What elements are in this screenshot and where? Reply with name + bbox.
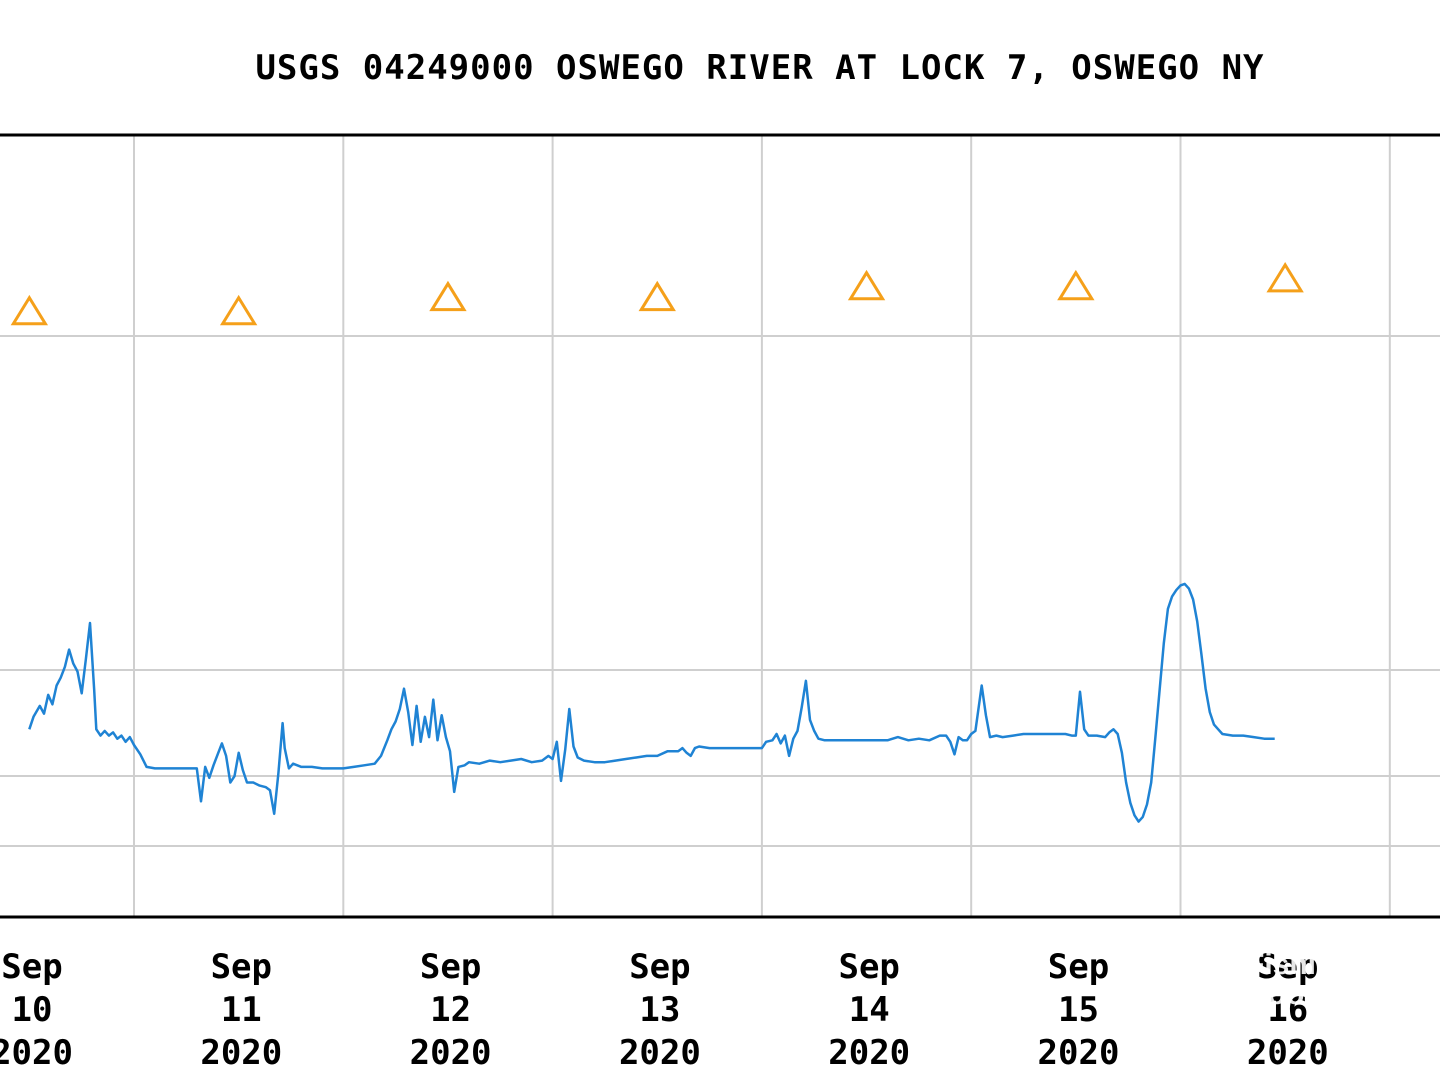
x-tick-label-month: Sep <box>420 947 481 987</box>
watermark-brand-line2: Booker <box>1246 978 1350 1011</box>
triangle-marker <box>847 269 886 301</box>
triangle-marker <box>638 280 676 312</box>
x-tick-label-month: Sep <box>211 947 272 987</box>
x-tick-label-month: Sep <box>1 947 62 987</box>
x-tick-label-year: 2020 <box>619 1033 701 1073</box>
chart-series <box>28 582 1275 823</box>
x-tick-label-day: 15 <box>1058 990 1099 1030</box>
series-line-discharge <box>28 582 1275 823</box>
x-tick-label-year: 2020 <box>1247 1033 1329 1073</box>
x-axis-ticks: Sep102020Sep112020Sep122020Sep132020Sep1… <box>0 947 1329 1073</box>
chart-frame <box>0 133 1440 919</box>
watermark-logo: Fishing Booker <box>1175 947 1353 1011</box>
chart-markers <box>10 262 1304 326</box>
x-tick-label-month: Sep <box>629 947 690 987</box>
x-tick-label-year: 2020 <box>1038 1033 1120 1073</box>
triangle-marker <box>1266 262 1304 293</box>
x-tick-label-year: 2020 <box>0 1033 73 1073</box>
x-tick-label-month: Sep <box>838 947 899 987</box>
triangle-marker <box>219 294 258 326</box>
triangle-marker <box>10 294 49 326</box>
x-tick-label-month: Sep <box>1257 947 1318 987</box>
x-tick-label-year: 2020 <box>828 1033 910 1073</box>
x-tick-label-day: 10 <box>12 990 53 1030</box>
watermark-brand-line1: Fishing <box>1246 948 1353 981</box>
x-tick-label-day: 12 <box>430 990 471 1030</box>
fish-hook-icon <box>1175 947 1225 1010</box>
x-tick-label-day: 14 <box>849 990 890 1030</box>
x-tick-label-year: 2020 <box>410 1033 492 1073</box>
chart-title: USGS 04249000 OSWEGO RIVER AT LOCK 7, OS… <box>255 48 1265 88</box>
x-tick-label-month: Sep <box>1048 947 1109 987</box>
x-tick-label-day: 11 <box>221 990 262 1030</box>
triangle-marker <box>429 280 467 312</box>
x-tick-label-year: 2020 <box>200 1033 282 1073</box>
chart-grid <box>0 135 1440 917</box>
x-tick-label-day: 13 <box>639 990 680 1030</box>
triangle-marker <box>1057 269 1095 301</box>
x-tick-label-day: 16 <box>1267 990 1308 1030</box>
